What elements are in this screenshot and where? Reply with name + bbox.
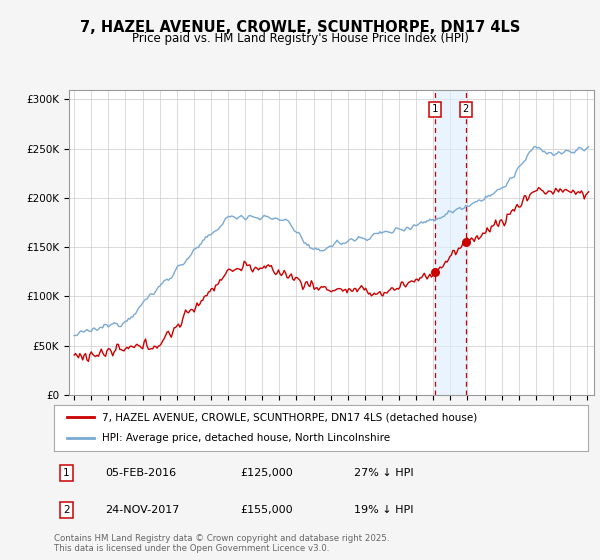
- Text: 7, HAZEL AVENUE, CROWLE, SCUNTHORPE, DN17 4LS: 7, HAZEL AVENUE, CROWLE, SCUNTHORPE, DN1…: [80, 20, 520, 35]
- Text: £125,000: £125,000: [240, 468, 293, 478]
- Text: 24-NOV-2017: 24-NOV-2017: [105, 505, 179, 515]
- Text: 05-FEB-2016: 05-FEB-2016: [105, 468, 176, 478]
- Text: £155,000: £155,000: [240, 505, 293, 515]
- Text: HPI: Average price, detached house, North Lincolnshire: HPI: Average price, detached house, Nort…: [102, 433, 390, 444]
- Text: 2: 2: [463, 104, 469, 114]
- Point: [430, 267, 440, 276]
- Text: 27% ↓ HPI: 27% ↓ HPI: [354, 468, 413, 478]
- Text: 7, HAZEL AVENUE, CROWLE, SCUNTHORPE, DN17 4LS (detached house): 7, HAZEL AVENUE, CROWLE, SCUNTHORPE, DN1…: [102, 413, 478, 423]
- Bar: [435, 90, 466, 395]
- Text: 19% ↓ HPI: 19% ↓ HPI: [354, 505, 413, 515]
- Point: [461, 237, 470, 246]
- Text: Contains HM Land Registry data © Crown copyright and database right 2025.
This d: Contains HM Land Registry data © Crown c…: [54, 534, 389, 553]
- Text: Price paid vs. HM Land Registry's House Price Index (HPI): Price paid vs. HM Land Registry's House …: [131, 32, 469, 45]
- Text: 2: 2: [63, 505, 70, 515]
- Text: 1: 1: [63, 468, 70, 478]
- Text: 1: 1: [431, 104, 438, 114]
